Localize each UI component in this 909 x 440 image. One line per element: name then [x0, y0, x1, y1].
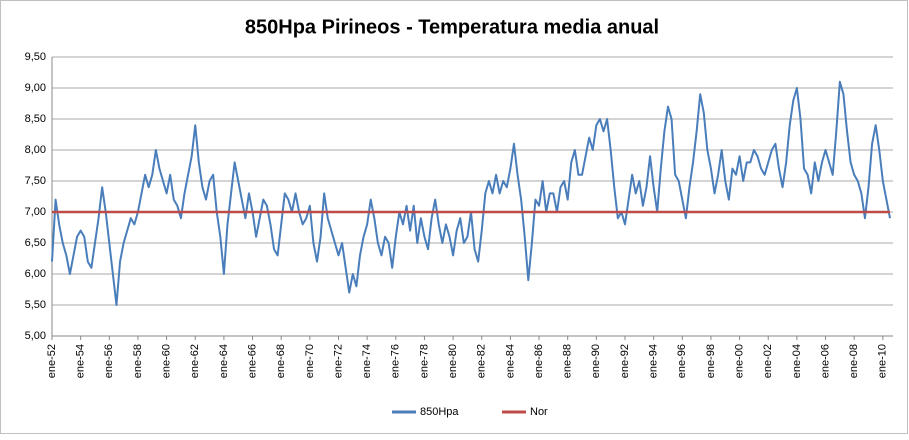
y-tick-label: 8,00 — [25, 144, 46, 156]
x-tick-label: ene-08 — [848, 344, 860, 378]
x-tick-label: ene-10 — [877, 344, 889, 378]
x-tick-label: ene-70 — [304, 344, 316, 378]
y-tick-label: 6,50 — [25, 237, 46, 249]
x-tick-label: ene-76 — [390, 344, 402, 378]
x-tick-label: ene-98 — [705, 344, 717, 378]
x-tick-label: ene-58 — [132, 344, 144, 378]
x-tick-label: ene-00 — [733, 344, 745, 378]
x-tick-label: ene-84 — [504, 344, 516, 378]
x-tick-label: ene-68 — [275, 344, 287, 378]
chart-title: 850Hpa Pirineos - Temperatura media anua… — [245, 16, 659, 38]
x-tick-label: ene-90 — [590, 344, 602, 378]
x-tick-label: ene-88 — [562, 344, 574, 378]
x-tick-label: ene-86 — [533, 344, 545, 378]
x-tick-label: ene-60 — [161, 344, 173, 378]
y-tick-label: 7,00 — [25, 206, 46, 218]
legend-label: Nor — [530, 406, 548, 418]
x-tick-label: ene-72 — [332, 344, 344, 378]
x-tick-label: ene-62 — [189, 344, 201, 378]
y-tick-label: 5,00 — [25, 330, 46, 342]
y-tick-label: 9,50 — [25, 51, 46, 63]
x-tick-label: ene-82 — [476, 344, 488, 378]
x-tick-label: ene-78 — [418, 344, 430, 378]
y-tick-label: 9,00 — [25, 82, 46, 94]
y-tick-label: 6,00 — [25, 268, 46, 280]
x-tick-label: ene-74 — [361, 344, 373, 378]
x-tick-label: ene-94 — [648, 344, 660, 378]
x-tick-label: ene-06 — [819, 344, 831, 378]
x-tick-label: ene-96 — [676, 344, 688, 378]
legend-label: 850Hpa — [420, 406, 459, 418]
x-tick-label: ene-04 — [791, 344, 803, 378]
y-tick-label: 8,50 — [25, 113, 46, 125]
x-tick-label: ene-64 — [218, 344, 230, 378]
x-tick-label: ene-66 — [246, 344, 258, 378]
y-tick-label: 7,50 — [25, 175, 46, 187]
x-tick-label: ene-02 — [762, 344, 774, 378]
x-tick-label: ene-56 — [103, 344, 115, 378]
x-tick-label: ene-92 — [619, 344, 631, 378]
x-tick-label: ene-54 — [75, 344, 87, 378]
y-tick-label: 5,50 — [25, 299, 46, 311]
x-tick-label: ene-80 — [447, 344, 459, 378]
x-tick-label: ene-52 — [46, 344, 58, 378]
